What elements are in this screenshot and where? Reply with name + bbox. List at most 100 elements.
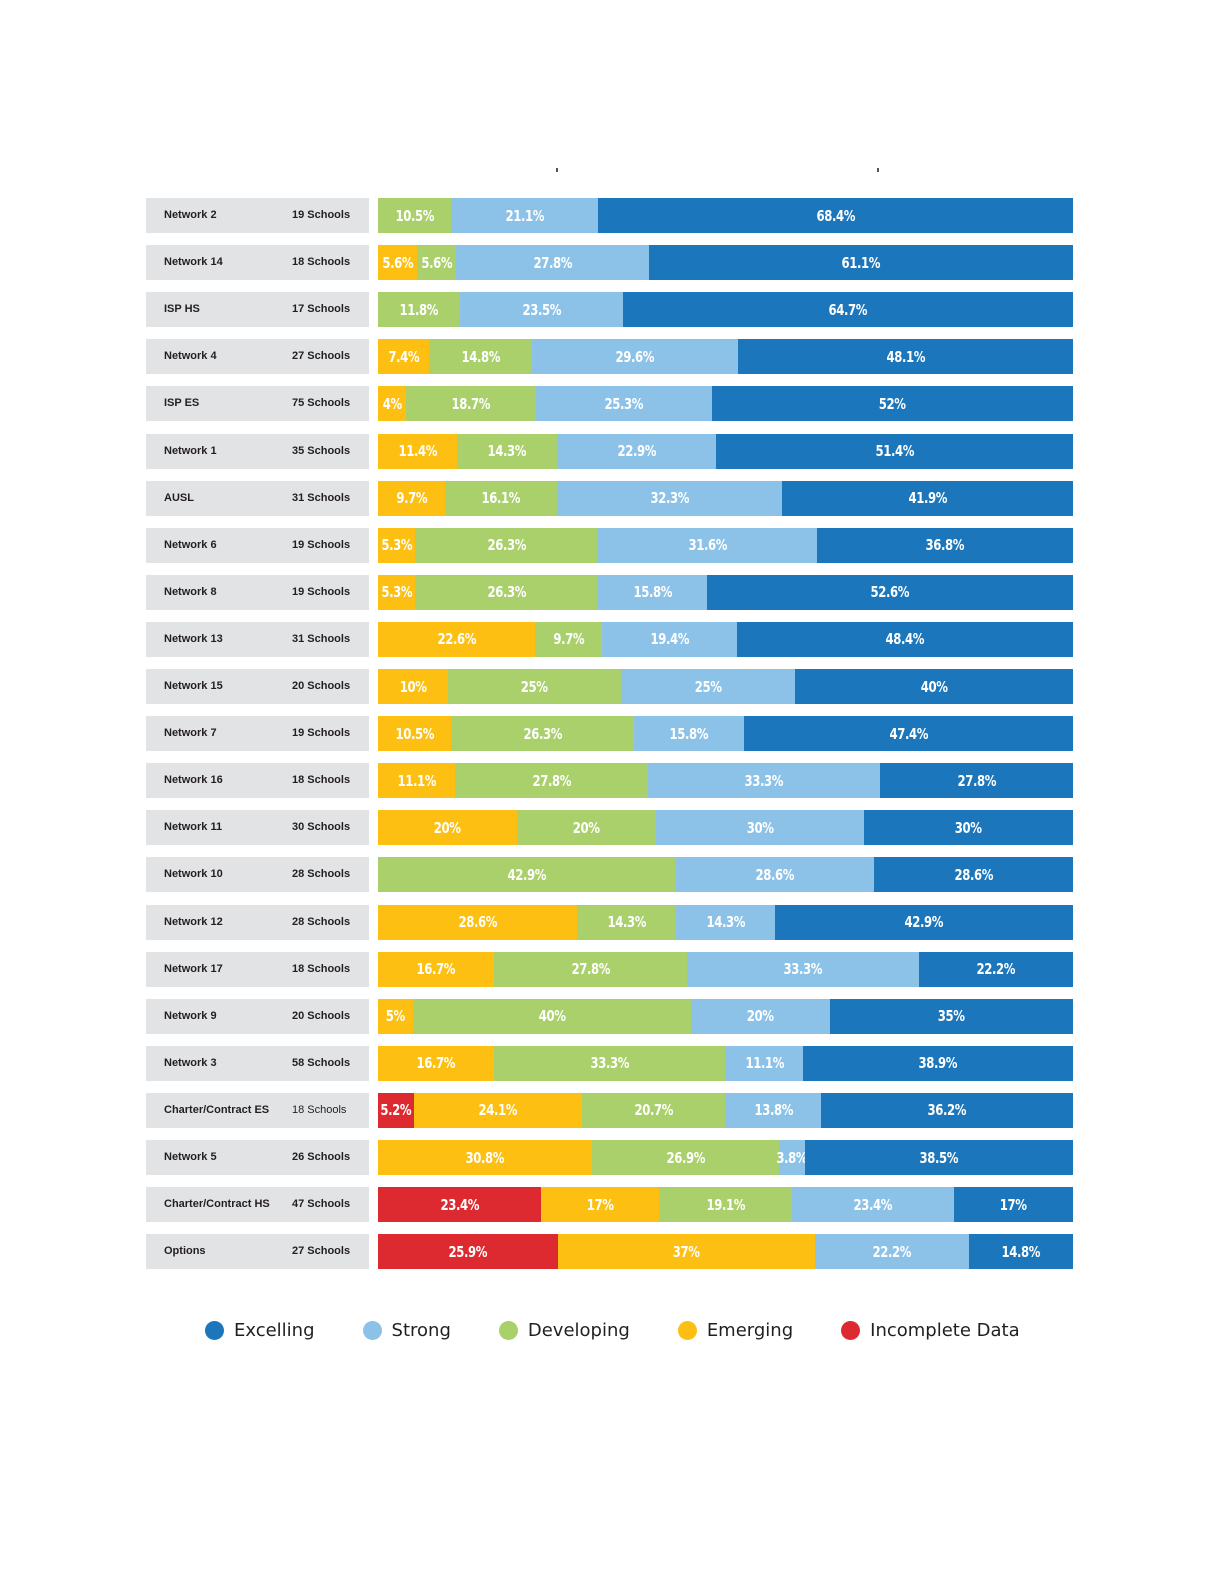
- bar-segment-excelling: 22.2%: [919, 951, 1073, 987]
- row-school-count: 19 Schools: [292, 585, 351, 598]
- bar-segment-emerging: 37%: [558, 1234, 815, 1270]
- bar-segment-emerging: 9.7%: [378, 480, 445, 516]
- row-label-box: Network 11 30 Schools: [146, 810, 369, 846]
- data-label: 33.3%: [744, 771, 784, 790]
- stacked-bar: 16.7% 33.3% 11.1% 38.9%: [378, 1045, 1073, 1081]
- row-name: AUSL: [164, 491, 194, 504]
- row-school-count: 30 Schools: [292, 821, 351, 834]
- legend-label: Incomplete Data: [870, 1319, 1020, 1341]
- row-school-count: 20 Schools: [292, 680, 351, 692]
- data-label: 35%: [938, 1007, 965, 1026]
- row-label-box: Network 14 18 Schools: [146, 245, 369, 281]
- chart-row: Network 2 19 Schools 10.5% 21.1% 68.4%: [146, 198, 1074, 233]
- bar-segment-emerging: 11.1%: [378, 763, 455, 799]
- bar-segment-excelling: 28.6%: [874, 857, 1073, 893]
- bar-segment-excelling: 61.1%: [649, 245, 1073, 281]
- row-name: Network 10: [164, 868, 223, 881]
- legend-label: Emerging: [706, 1319, 794, 1341]
- bar-segment-emerging: 20%: [378, 810, 517, 846]
- chart-row: Network 5 26 Schools 30.8% 26.9% 3.8% 38.5%: [146, 1140, 1074, 1175]
- data-label: 23.4%: [853, 1195, 893, 1214]
- row-label-box: Network 13 31 Schools: [146, 621, 369, 657]
- bar-segment-excelling: 38.5%: [805, 1140, 1073, 1175]
- data-label: 25%: [521, 677, 548, 696]
- bar-segment-emerging: 5.3%: [378, 527, 415, 563]
- row-school-count: 18 Schools: [292, 1103, 347, 1116]
- row-name: Charter/Contract HS: [164, 1198, 270, 1211]
- data-label: 61.1%: [841, 253, 881, 272]
- bar-segment-emerging: 10%: [378, 669, 448, 704]
- chart-row: Network 17 18 Schools 16.7% 27.8% 33.3% 22.2%: [146, 951, 1074, 987]
- bar-segment-strong: 33.3%: [648, 763, 880, 799]
- chart-row: Network 13 31 Schools 22.6% 9.7% 19.4% 48.4%: [146, 621, 1074, 657]
- bar-segment-strong: 13.8%: [726, 1092, 821, 1128]
- data-label: 27.8%: [571, 960, 610, 979]
- data-label: 17%: [1000, 1195, 1027, 1214]
- data-label: 9.7%: [553, 630, 584, 649]
- data-label: 47.4%: [889, 724, 928, 743]
- data-label: 52%: [879, 394, 906, 413]
- bar-segment-developing: 14.3%: [577, 904, 676, 940]
- chart-row: Network 6 19 Schools 5.3% 26.3% 31.6% 36.8%: [146, 527, 1074, 563]
- data-label: 24.1%: [478, 1101, 518, 1120]
- bar-segment-excelling: 40%: [795, 669, 1073, 704]
- data-label: 20.7%: [634, 1101, 674, 1120]
- row-label-box: Network 2 19 Schools: [146, 198, 369, 233]
- row-label-box: Network 3 58 Schools: [146, 1045, 369, 1081]
- data-label: 5.6%: [421, 253, 452, 272]
- data-label: 40%: [920, 677, 948, 696]
- row-school-count: 28 Schools: [292, 868, 351, 881]
- bar-segment-developing: 26.9%: [592, 1140, 779, 1175]
- data-label: 38.5%: [919, 1148, 959, 1167]
- data-label: 29.6%: [615, 347, 655, 366]
- bar-segment-developing: 19.1%: [659, 1187, 792, 1223]
- data-label: 28.6%: [755, 865, 795, 884]
- row-label-box: Network 10 28 Schools: [146, 857, 369, 893]
- bar-segment-strong: 29.6%: [532, 339, 738, 375]
- bar-segment-emerging: 16.7%: [378, 1045, 494, 1081]
- row-name: Network 13: [164, 632, 223, 645]
- data-label: 20%: [434, 818, 461, 837]
- bar-segment-developing: 9.7%: [535, 621, 602, 657]
- data-label: 9.7%: [396, 489, 427, 508]
- row-name: Network 4: [164, 350, 217, 363]
- bar-segment-strong: 27.8%: [456, 245, 649, 281]
- bar-segment-strong: 22.9%: [557, 433, 716, 469]
- data-label: 23.4%: [440, 1195, 479, 1214]
- bar-segment-developing: 14.8%: [429, 339, 532, 375]
- data-label: 13.8%: [754, 1101, 793, 1120]
- data-label: 11.1%: [397, 771, 436, 790]
- stacked-bar: 5% 40% 20% 35%: [378, 998, 1073, 1034]
- row-school-count: 27 Schools: [292, 1245, 351, 1258]
- legend-label: Developing: [527, 1319, 630, 1341]
- bar-segment-strong: 15.8%: [634, 716, 744, 752]
- data-label: 20%: [747, 1007, 774, 1026]
- legend-item: Strong: [362, 1320, 451, 1341]
- data-label: 5.2%: [380, 1101, 412, 1120]
- data-label: 68.4%: [816, 206, 855, 225]
- chart-row: Network 10 28 Schools 42.9% 28.6% 28.6%: [146, 857, 1074, 893]
- legend-swatch: [841, 1320, 861, 1340]
- row-name: Options: [164, 1245, 206, 1258]
- row-label-box: Network 12 28 Schools: [146, 904, 369, 940]
- data-label: 48.4%: [885, 630, 925, 649]
- bar-segment-strong: 11.1%: [726, 1045, 803, 1081]
- data-label: 31.6%: [688, 536, 727, 555]
- bar-segment-emerging: 5%: [378, 998, 413, 1034]
- stacked-bar: 20% 20% 30% 30%: [378, 810, 1073, 846]
- bar-segment-emerging: 30.8%: [378, 1140, 592, 1175]
- bar-segment-developing: 14.3%: [457, 433, 557, 469]
- bar-segment-strong: 20%: [691, 998, 830, 1034]
- data-label: 14.3%: [607, 913, 646, 931]
- row-name: Network 11: [164, 821, 223, 834]
- bar-segment-emerging: 28.6%: [378, 904, 577, 940]
- legend-item: Developing: [498, 1319, 630, 1341]
- stacked-bar: 23.4% 17% 19.1% 23.4% 17%: [378, 1187, 1073, 1223]
- row-school-count: 27 Schools: [292, 350, 351, 363]
- bar-segment-excelling: 36.2%: [821, 1092, 1073, 1128]
- data-label: 14.3%: [706, 913, 745, 931]
- bar-segment-emerging: 24.1%: [414, 1092, 582, 1128]
- data-label: 19.4%: [650, 630, 689, 649]
- chart-row: Network 4 27 Schools 7.4% 14.8% 29.6% 48.1%: [146, 339, 1074, 375]
- chart-row: Charter/Contract HS 47 Schools 23.4% 17% 19.…: [146, 1187, 1074, 1223]
